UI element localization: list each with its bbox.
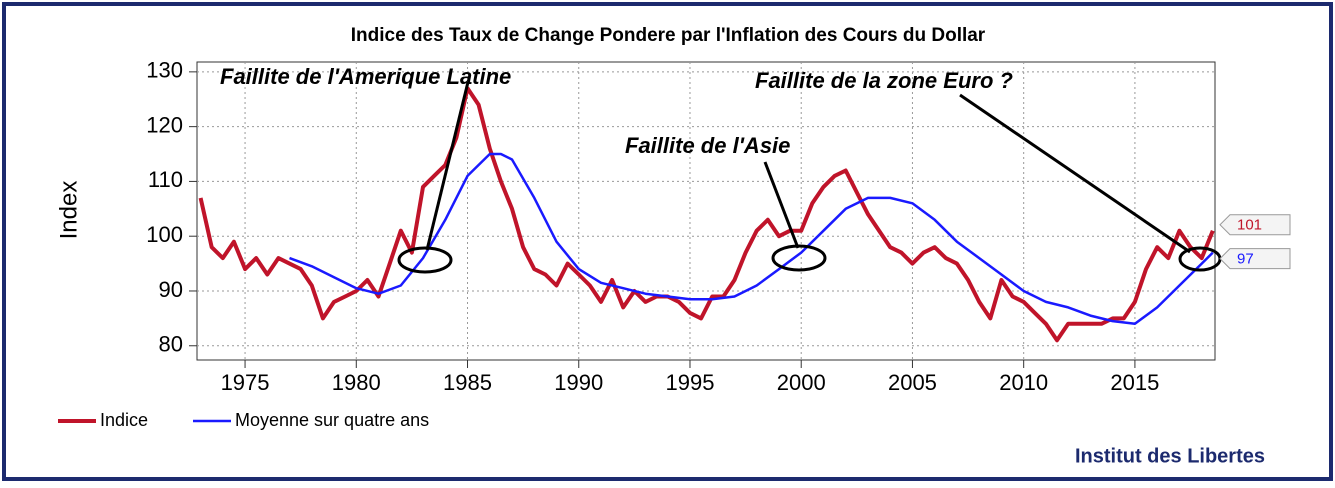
y-tick-label: 100 — [146, 222, 183, 247]
plot-area — [196, 61, 1216, 361]
arrow — [425, 81, 470, 251]
y-tick-label: 120 — [146, 112, 183, 137]
annotations: Faillite de l'Amerique Latine Faillite d… — [220, 64, 1222, 274]
series-line — [289, 152, 1214, 326]
legend-label: Moyenne sur quatre ans — [235, 410, 429, 430]
annotation: Faillite de l'Asie — [625, 133, 790, 158]
chart-title: Indice des Taux de Change Pondere par l'… — [351, 25, 986, 46]
arrow — [763, 161, 800, 249]
circle — [397, 246, 453, 274]
x-tick-label: 1980 — [332, 370, 381, 395]
x-tick-label: 2005 — [888, 370, 937, 395]
y-tick-label: 130 — [146, 58, 183, 83]
arrow — [959, 93, 1191, 254]
x-tick-label: 1985 — [443, 370, 492, 395]
legend-label: Indice — [100, 410, 148, 430]
end-tag — [1219, 248, 1291, 270]
frame — [2, 2, 1333, 481]
y-tick-label: 80 — [159, 332, 183, 357]
annotation: Faillite de la zone Euro ? — [755, 68, 1013, 93]
series-line — [198, 86, 1215, 343]
x-tick-label: 2000 — [777, 370, 826, 395]
x-tick-label: 1975 — [221, 370, 270, 395]
end-tag — [1219, 214, 1291, 236]
x-tick-label: 2010 — [999, 370, 1048, 395]
end-label: 101 — [1237, 217, 1262, 234]
end-label: 97 — [1237, 251, 1254, 268]
x-tick-label: 1990 — [554, 370, 603, 395]
circle — [771, 244, 827, 272]
y-axis-label: Index — [55, 181, 82, 240]
y-tick-label: 90 — [159, 277, 183, 302]
x-tick-label: 1995 — [666, 370, 715, 395]
source: Institut des Libertes — [1075, 445, 1265, 467]
y-tick-label: 110 — [148, 167, 183, 192]
annotation: Faillite de l'Amerique Latine — [220, 64, 511, 89]
x-tick-label: 2015 — [1110, 370, 1159, 395]
